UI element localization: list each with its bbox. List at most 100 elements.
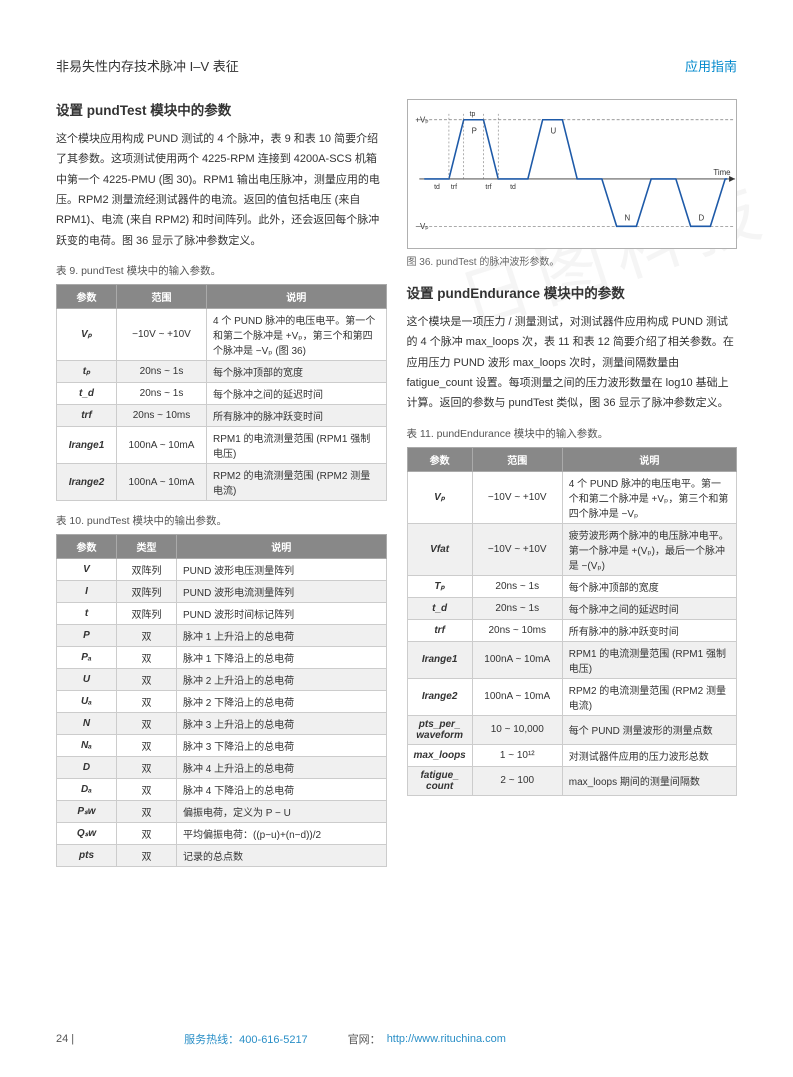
table-cell: 双 [117,757,177,779]
table-row: t_d20ns ~ 1s每个脉冲之间的延迟时间 [57,383,387,405]
table-header: 类型 [117,535,177,559]
table-row: Pₐ双脉冲 1 下降沿上的总电荷 [57,647,387,669]
section-head-pundendurance: 设置 pundEndurance 模块中的参数 [407,282,738,302]
table-cell: pts [57,845,117,867]
table-row: Irange1100nA ~ 10mARPM1 的电流测量范围 (RPM1 强制… [57,427,387,464]
table-cell: 脉冲 2 下降沿上的总电荷 [177,691,387,713]
table-row: Dₐ双脉冲 4 下降沿上的总电荷 [57,779,387,801]
site-url[interactable]: http://www.rituchina.com [387,1033,506,1045]
table-cell: t_d [57,383,117,405]
table-cell: RPM2 的电流测量范围 (RPM2 测量电流) [562,678,736,715]
svg-text:td: td [510,184,516,191]
table-cell: 20ns ~ 10ms [117,405,207,427]
table-cell: V [57,559,117,581]
svg-text:trf: trf [485,184,491,191]
table-cell: 双 [117,735,177,757]
table-cell: 双阵列 [117,603,177,625]
table-cell: 双 [117,625,177,647]
table-cell: 双 [117,691,177,713]
table-header: 范围 [117,285,207,309]
table-cell: 双 [117,647,177,669]
table-cell: 每个脉冲之间的延迟时间 [207,383,387,405]
table-cell: 4 个 PUND 脉冲的电压电平。第一个和第二个脉冲是 +Vₚ，第三个和第四个脉… [562,471,736,523]
table-cell: Irange1 [57,427,117,464]
table-row: V双阵列PUND 波形电压测量阵列 [57,559,387,581]
table-cell: 所有脉冲的脉冲跃变时间 [207,405,387,427]
table-cell: PUND 波形电压测量阵列 [177,559,387,581]
table-cell: Uₐ [57,691,117,713]
table-cell: PUND 波形时间标记阵列 [177,603,387,625]
table-cell: 脉冲 1 上升沿上的总电荷 [177,625,387,647]
table-row: Irange2100nA ~ 10mARPM2 的电流测量范围 (RPM2 测量… [57,464,387,501]
table-cell: 每个 PUND 测量波形的测量点数 [562,715,736,744]
para-pundendurance: 这个模块是一项压力 / 测量测试，对测试器件应用构成 PUND 测试的 4 个脉… [407,312,738,414]
table-cell: 双 [117,823,177,845]
table-cell: Dₐ [57,779,117,801]
table-cell: 100nA ~ 10mA [117,464,207,501]
table-row: trf20ns ~ 10ms所有脉冲的脉冲跃变时间 [57,405,387,427]
table-row: Nₐ双脉冲 3 下降沿上的总电荷 [57,735,387,757]
table-cell: Nₐ [57,735,117,757]
svg-text:trf: trf [450,184,456,191]
table-cell: Vₚ [57,309,117,361]
table-cell: 双 [117,713,177,735]
table-row: Irange2100nA ~ 10mARPM2 的电流测量范围 (RPM2 测量… [407,678,737,715]
table-cell: 脉冲 4 下降沿上的总电荷 [177,779,387,801]
page-number: 24 | [56,1033,74,1045]
table-cell: 每个脉冲之间的延迟时间 [562,597,736,619]
table-cell: 所有脉冲的脉冲跃变时间 [562,619,736,641]
table-cell: N [57,713,117,735]
table-row: trf20ns ~ 10ms所有脉冲的脉冲跃变时间 [407,619,737,641]
section-head-pundtest: 设置 pundTest 模块中的参数 [56,99,387,119]
table9-caption: 表 9. pundTest 模块中的输入参数。 [56,263,387,278]
left-column: 设置 pundTest 模块中的参数 这个模块应用构成 PUND 测试的 4 个… [56,99,387,879]
table-cell: 脉冲 3 下降沿上的总电荷 [177,735,387,757]
table-cell: −10V ~ +10V [117,309,207,361]
right-column: +Vₚ−VₚTimetptdtrftrftdPUND 图 36. pundTes… [407,99,738,879]
table-cell: Pₛw [57,801,117,823]
table-cell: RPM2 的电流测量范围 (RPM2 测量电流) [207,464,387,501]
table11-caption: 表 11. pundEndurance 模块中的输入参数。 [407,426,738,441]
table-cell: trf [57,405,117,427]
table-row: Vfat−10V ~ +10V疲劳波形两个脉冲的电压脉冲电平。第一个脉冲是 +(… [407,523,737,575]
table-cell: 平均偏振电荷：((p−u)+(n−d))/2 [177,823,387,845]
table-cell: max_loops 期间的测量间隔数 [562,766,736,795]
table-cell: Irange2 [407,678,472,715]
table-header: 参数 [57,285,117,309]
svg-text:+Vₚ: +Vₚ [415,116,428,125]
table-row: t双阵列PUND 波形时间标记阵列 [57,603,387,625]
table-header: 参数 [407,447,472,471]
table-cell: 100nA ~ 10mA [472,641,562,678]
table-cell: PUND 波形电流测量阵列 [177,581,387,603]
table-cell: U [57,669,117,691]
table-cell: I [57,581,117,603]
table-cell: −10V ~ +10V [472,471,562,523]
table-cell: fatigue_ count [407,766,472,795]
table-cell: 4 个 PUND 脉冲的电压电平。第一个和第二个脉冲是 +Vₚ，第三个和第四个脉… [207,309,387,361]
table-cell: 20ns ~ 1s [117,383,207,405]
table-cell: Qₛw [57,823,117,845]
table-cell: 10 ~ 10,000 [472,715,562,744]
table-cell: t [57,603,117,625]
table-row: Vₚ−10V ~ +10V4 个 PUND 脉冲的电压电平。第一个和第二个脉冲是… [57,309,387,361]
table-header: 说明 [207,285,387,309]
header-doctype: 应用指南 [685,56,737,75]
table-cell: Vₚ [407,471,472,523]
table-row: P双脉冲 1 上升沿上的总电荷 [57,625,387,647]
table-cell: t_d [407,597,472,619]
table-cell: 双 [117,801,177,823]
table-row: Irange1100nA ~ 10mARPM1 的电流测量范围 (RPM1 强制… [407,641,737,678]
content-columns: 设置 pundTest 模块中的参数 这个模块应用构成 PUND 测试的 4 个… [56,99,737,879]
table-cell: 1 ~ 10¹² [472,744,562,766]
hotline: 服务热线：400-616-5217 [184,1031,308,1047]
table11: 参数范围说明 Vₚ−10V ~ +10V4 个 PUND 脉冲的电压电平。第一个… [407,447,738,796]
table-header: 说明 [177,535,387,559]
table-cell: 2 ~ 100 [472,766,562,795]
table-row: Tₚ20ns ~ 1s每个脉冲顶部的宽度 [407,575,737,597]
table-row: pts双记录的总点数 [57,845,387,867]
svg-text:D: D [698,213,704,222]
table-row: t_d20ns ~ 1s每个脉冲之间的延迟时间 [407,597,737,619]
table-cell: Pₐ [57,647,117,669]
table-row: Uₐ双脉冲 2 下降沿上的总电荷 [57,691,387,713]
table-cell: 脉冲 3 上升沿上的总电荷 [177,713,387,735]
